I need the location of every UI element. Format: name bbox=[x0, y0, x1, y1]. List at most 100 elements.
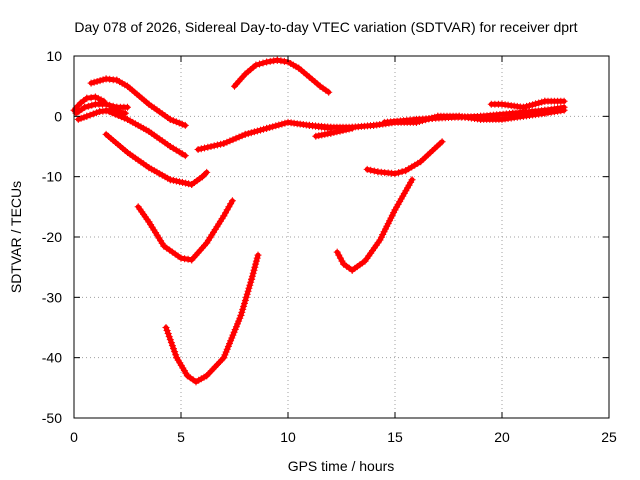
data-point bbox=[248, 275, 256, 283]
data-point bbox=[256, 60, 263, 68]
data-point bbox=[253, 127, 261, 135]
series-arc-14 bbox=[380, 103, 568, 126]
series-arc-11 bbox=[231, 56, 333, 96]
series-arc-15 bbox=[487, 97, 568, 111]
data-point bbox=[367, 166, 375, 174]
data-point bbox=[181, 121, 189, 129]
data-point bbox=[124, 103, 131, 111]
series-arc-4 bbox=[87, 75, 189, 129]
data-point bbox=[167, 339, 175, 347]
data-point bbox=[172, 118, 180, 126]
data-point bbox=[244, 130, 252, 138]
y-tick-label: -20 bbox=[42, 229, 62, 245]
data-point bbox=[114, 112, 122, 119]
data-point bbox=[102, 106, 110, 114]
data-point bbox=[99, 76, 107, 84]
data-point bbox=[197, 145, 205, 153]
data-point bbox=[227, 200, 235, 208]
data-point bbox=[252, 61, 260, 69]
data-point bbox=[345, 125, 353, 133]
data-point bbox=[228, 334, 236, 342]
data-point bbox=[532, 100, 540, 108]
y-tick-label: -50 bbox=[42, 410, 62, 426]
data-point bbox=[184, 255, 192, 263]
data-point bbox=[405, 165, 413, 173]
data-point bbox=[175, 119, 183, 127]
data-point bbox=[560, 103, 568, 111]
y-tick-label: 0 bbox=[54, 108, 62, 124]
data-point bbox=[225, 203, 233, 211]
data-point bbox=[172, 177, 180, 185]
data-point bbox=[438, 138, 446, 146]
data-point bbox=[222, 209, 229, 217]
data-point bbox=[327, 129, 335, 137]
data-point bbox=[221, 351, 229, 359]
x-axis-label: GPS time / hours bbox=[288, 458, 395, 474]
data-point bbox=[339, 127, 347, 134]
data-point bbox=[165, 333, 173, 341]
data-point bbox=[96, 77, 104, 85]
data-point bbox=[321, 130, 329, 138]
data-point bbox=[247, 129, 255, 137]
data-point bbox=[273, 56, 281, 64]
data-point bbox=[252, 257, 260, 265]
data-point bbox=[164, 330, 172, 337]
data-point bbox=[266, 124, 274, 131]
data-point bbox=[226, 137, 234, 145]
data-point bbox=[77, 114, 85, 122]
data-point bbox=[84, 102, 92, 110]
y-tick-label: -30 bbox=[42, 289, 62, 305]
data-point bbox=[90, 78, 98, 86]
data-point bbox=[250, 128, 258, 136]
data-point bbox=[325, 88, 333, 96]
data-line bbox=[364, 139, 445, 177]
data-point bbox=[87, 79, 95, 87]
data-point bbox=[182, 179, 190, 187]
data-point bbox=[250, 266, 258, 274]
x-tick-label: 20 bbox=[494, 429, 510, 445]
data-point bbox=[330, 129, 338, 136]
series-arc-2 bbox=[72, 100, 131, 117]
data-point bbox=[247, 278, 255, 286]
data-point bbox=[93, 109, 100, 117]
data-point bbox=[269, 123, 277, 131]
data-point bbox=[538, 98, 546, 106]
y-tick-label: -40 bbox=[42, 350, 62, 366]
chart-title: Day 078 of 2026, Sidereal Day-to-day VTE… bbox=[74, 19, 577, 35]
y-axis-label: SDTVAR / TECUs bbox=[8, 181, 24, 293]
data-point bbox=[185, 180, 193, 188]
x-tick-label: 5 bbox=[177, 429, 185, 445]
data-point bbox=[204, 143, 212, 151]
x-tick-label: 25 bbox=[601, 429, 617, 445]
data-series bbox=[70, 56, 568, 386]
data-point bbox=[336, 127, 344, 135]
data-point bbox=[263, 58, 271, 66]
data-point bbox=[395, 169, 403, 177]
data-point bbox=[253, 254, 261, 262]
data-point bbox=[259, 59, 267, 67]
data-point bbox=[235, 133, 243, 141]
data-point bbox=[248, 272, 256, 280]
data-point bbox=[241, 299, 248, 307]
data-point bbox=[560, 97, 568, 105]
data-point bbox=[315, 132, 323, 140]
data-point bbox=[163, 327, 171, 334]
data-point bbox=[162, 324, 170, 331]
data-point bbox=[529, 101, 537, 109]
data-point bbox=[270, 57, 278, 65]
data-point bbox=[280, 57, 288, 65]
data-point bbox=[411, 161, 419, 169]
data-point bbox=[363, 165, 371, 173]
data-point bbox=[237, 311, 245, 319]
x-tick-label: 10 bbox=[280, 429, 296, 445]
data-point bbox=[318, 131, 326, 139]
data-point bbox=[175, 148, 183, 156]
data-point bbox=[81, 103, 89, 111]
data-point bbox=[170, 345, 177, 353]
data-point bbox=[252, 260, 260, 268]
data-point bbox=[348, 124, 356, 132]
data-point bbox=[117, 113, 125, 121]
data-point bbox=[335, 251, 343, 259]
data-point bbox=[278, 120, 286, 128]
